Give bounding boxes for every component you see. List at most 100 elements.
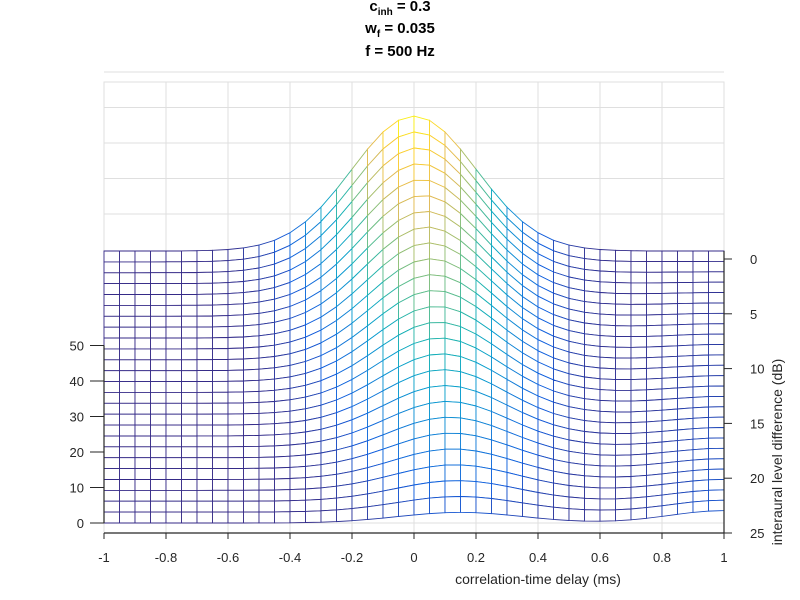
- mesh-cell: [708, 478, 725, 491]
- mesh-cell: [258, 378, 275, 392]
- mesh-cell: [305, 475, 322, 490]
- mesh-cell: [522, 502, 539, 519]
- mesh-cell: [165, 479, 182, 491]
- x-tick-label: 0.2: [467, 550, 485, 565]
- mesh-cell: [212, 413, 229, 426]
- mesh-cell: [413, 147, 430, 166]
- mesh-cell: [227, 258, 244, 273]
- mesh-cell: [258, 344, 275, 359]
- mesh-cell: [444, 496, 461, 514]
- mesh-cell: [134, 413, 151, 426]
- mesh-cell: [196, 391, 213, 404]
- mesh-cell: [150, 424, 167, 437]
- mesh-cell: [243, 324, 260, 338]
- mesh-cell: [708, 281, 725, 294]
- mesh-cell: [336, 495, 353, 511]
- mesh-cell: [630, 464, 647, 477]
- mesh-cell: [103, 457, 120, 470]
- mesh-cell: [630, 474, 647, 488]
- mesh-cell: [444, 416, 461, 434]
- mesh-cell: [382, 487, 399, 506]
- mesh-cell: [243, 478, 260, 491]
- z-tick-label: 50: [70, 339, 84, 354]
- mesh-cell: [212, 271, 229, 284]
- mesh-cell: [196, 348, 213, 361]
- mesh-cell: [227, 424, 244, 437]
- mesh-cell: [444, 464, 461, 482]
- mesh-cell: [212, 424, 229, 437]
- mesh-cell: [630, 303, 647, 316]
- mesh-cell: [692, 312, 709, 325]
- mesh-cell: [599, 378, 616, 391]
- mesh-cell: [692, 416, 709, 430]
- mesh-cell: [646, 324, 663, 337]
- mesh-cell: [227, 478, 244, 491]
- mesh-cell: [181, 381, 198, 393]
- mesh-cell: [630, 367, 647, 381]
- mesh-cell: [119, 326, 136, 339]
- mesh-cell: [103, 424, 120, 437]
- mesh-cell: [134, 468, 151, 480]
- mesh-cell: [289, 443, 306, 457]
- mesh-cell: [630, 410, 647, 424]
- mesh-cell: [398, 484, 415, 503]
- mesh-cell: [615, 260, 632, 273]
- mesh-cell: [196, 315, 213, 328]
- mesh-cell: [661, 429, 678, 443]
- mesh-cell: [134, 348, 151, 361]
- mesh-cell: [103, 304, 120, 317]
- mesh-cell: [103, 381, 120, 393]
- mesh-cell: [196, 326, 213, 339]
- z-tick-label: 10: [70, 481, 84, 496]
- mesh-cell: [708, 427, 725, 439]
- mesh-cell: [212, 380, 229, 393]
- mesh-cell: [584, 486, 601, 500]
- axis-layer: [90, 251, 732, 539]
- mesh-cell: [460, 448, 477, 467]
- mesh-cell: [181, 304, 198, 317]
- mesh-cell: [212, 391, 229, 404]
- mesh-cell: [615, 476, 632, 489]
- mesh-cell: [258, 401, 275, 414]
- mesh-cell: [227, 303, 244, 317]
- mesh-cell: [134, 261, 151, 274]
- mesh-cell: [599, 389, 616, 402]
- mesh-cell: [150, 500, 167, 513]
- mesh-cell: [661, 250, 678, 263]
- mesh-cell: [119, 500, 136, 513]
- mesh-cell: [181, 282, 198, 295]
- mesh-cell: [243, 467, 260, 480]
- mesh-cell: [196, 304, 213, 317]
- mesh-cell: [150, 489, 167, 502]
- mesh-cell: [243, 511, 260, 524]
- mesh-cell: [630, 346, 647, 359]
- mesh-cell: [429, 480, 446, 499]
- mesh-cell: [227, 435, 244, 448]
- mesh-cell: [289, 499, 306, 513]
- mesh-cell: [615, 389, 632, 402]
- mesh-cell: [243, 290, 260, 305]
- mesh-cell: [227, 511, 244, 524]
- mesh-cell: [181, 272, 198, 285]
- mesh-cell: [320, 485, 337, 500]
- mesh-cell: [553, 494, 570, 510]
- mesh-cell: [119, 359, 136, 372]
- mesh-cell: [181, 468, 198, 480]
- mesh-cell: [506, 485, 523, 504]
- mesh-cell: [708, 395, 725, 408]
- mesh-cell: [150, 250, 167, 263]
- mesh-cell: [243, 401, 260, 415]
- mesh-cell: [258, 412, 275, 425]
- mesh-cell: [615, 465, 632, 478]
- y-tick-label: 15: [750, 416, 764, 431]
- mesh-cell: [258, 511, 275, 524]
- mesh-cell: [165, 272, 182, 285]
- mesh-cell: [134, 370, 151, 383]
- mesh-cell: [661, 355, 678, 369]
- mesh-cell: [630, 314, 647, 327]
- mesh-cell: [646, 303, 663, 316]
- mesh-cell: [491, 497, 508, 516]
- mesh-cell: [212, 489, 229, 502]
- mesh-cell: [692, 468, 709, 482]
- mesh-cell: [584, 409, 601, 423]
